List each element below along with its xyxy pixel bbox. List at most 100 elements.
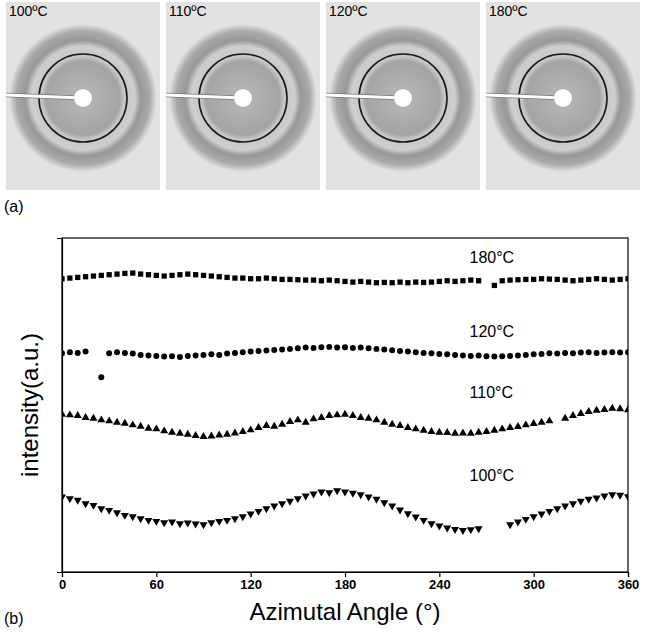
data-point	[365, 495, 373, 502]
x-tick: 360	[618, 572, 640, 592]
beam-stop	[486, 95, 563, 98]
data-point	[201, 352, 207, 358]
data-point	[608, 492, 616, 499]
data-point	[62, 276, 65, 281]
data-point	[468, 277, 473, 282]
data-point	[107, 272, 112, 277]
data-point	[278, 420, 286, 427]
data-point	[256, 348, 262, 354]
data-point	[279, 347, 285, 353]
data-point	[176, 521, 184, 528]
data-point	[122, 350, 128, 356]
data-point	[215, 519, 223, 526]
data-point	[91, 273, 96, 278]
data-point	[388, 420, 396, 427]
beam-stop-edge	[166, 95, 243, 98]
data-point	[138, 352, 144, 358]
data-point	[97, 506, 105, 513]
data-point	[350, 279, 355, 284]
data-point	[428, 350, 434, 356]
data-point	[522, 517, 530, 524]
data-point	[358, 279, 363, 284]
data-point	[452, 279, 457, 284]
data-point	[319, 278, 324, 283]
data-point	[121, 513, 129, 520]
data-point	[325, 490, 333, 497]
image-label: 110ºC	[169, 3, 207, 19]
data-point	[514, 520, 522, 527]
data-point	[405, 349, 411, 355]
x-tick-label: 120	[240, 577, 262, 592]
data-point	[271, 347, 277, 353]
data-point	[600, 405, 608, 412]
data-point	[427, 521, 435, 528]
data-point	[624, 405, 628, 412]
data-point	[223, 518, 231, 525]
data-point	[460, 278, 465, 283]
data-point	[137, 422, 145, 429]
image-label: 120ºC	[329, 3, 368, 19]
data-point	[545, 416, 553, 423]
data-point	[270, 504, 278, 511]
image-background	[6, 2, 160, 190]
data-point	[317, 413, 325, 420]
data-point	[310, 492, 318, 499]
data-point	[357, 413, 365, 420]
data-point	[185, 271, 190, 276]
data-point	[467, 527, 475, 534]
data-point	[523, 277, 528, 282]
data-point	[184, 521, 192, 528]
x-tick: 120	[240, 572, 262, 592]
data-point	[341, 490, 349, 497]
data-point	[207, 431, 215, 438]
data-point	[491, 354, 497, 360]
data-point	[602, 277, 607, 282]
data-point	[538, 418, 546, 425]
data-point	[577, 499, 585, 506]
data-point	[452, 352, 458, 358]
data-point	[272, 276, 277, 281]
data-point	[569, 501, 577, 508]
data-point	[207, 520, 215, 527]
data-point	[232, 275, 237, 280]
series-label: 120°C	[470, 323, 515, 340]
data-point	[570, 278, 575, 283]
series	[62, 488, 628, 535]
data-point	[255, 509, 263, 516]
diffraction-image: 100ºC	[6, 2, 160, 190]
data-point	[530, 514, 538, 521]
data-point	[594, 276, 599, 281]
data-point	[608, 404, 616, 411]
data-point	[185, 353, 191, 359]
beam-center	[74, 89, 92, 107]
data-point	[467, 429, 475, 436]
data-point	[617, 277, 622, 282]
data-point	[262, 421, 270, 428]
data-point	[388, 504, 396, 511]
diffraction-image: 180ºC	[486, 2, 640, 190]
data-point	[427, 427, 435, 434]
data-point	[342, 344, 348, 350]
data-point	[75, 275, 80, 280]
data-point	[62, 350, 65, 356]
data-point	[138, 271, 143, 276]
data-point	[105, 416, 113, 423]
data-point	[232, 350, 238, 356]
data-point	[358, 345, 364, 351]
data-point	[122, 271, 127, 276]
series-label: 180°C	[470, 249, 515, 266]
data-point	[507, 277, 512, 282]
data-point	[239, 427, 247, 434]
data-point	[498, 424, 506, 431]
data-point	[113, 510, 121, 517]
data-point	[303, 277, 308, 282]
data-point	[62, 410, 66, 417]
data-point	[247, 425, 255, 432]
data-point	[279, 277, 284, 282]
data-point	[311, 277, 316, 282]
data-point	[153, 353, 159, 359]
data-point	[523, 352, 529, 358]
data-point	[215, 430, 223, 437]
data-point	[295, 345, 301, 351]
data-point	[397, 279, 402, 284]
